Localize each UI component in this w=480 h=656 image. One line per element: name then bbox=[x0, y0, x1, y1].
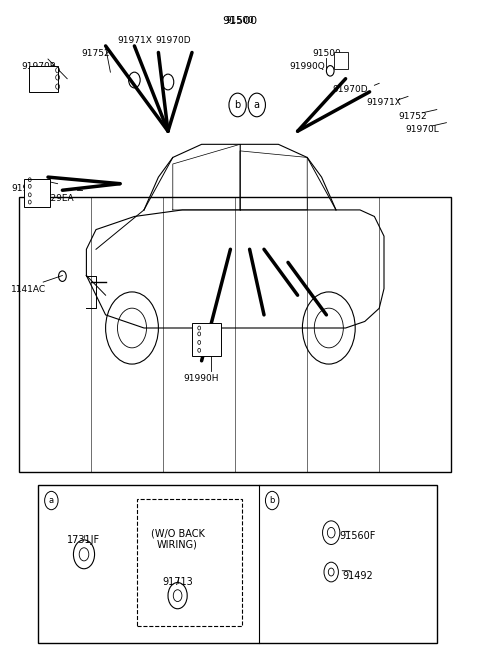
Text: (W/O BACK
WIRING): (W/O BACK WIRING) bbox=[151, 528, 204, 550]
Text: 91970L: 91970L bbox=[406, 125, 439, 134]
FancyBboxPatch shape bbox=[334, 52, 348, 69]
Text: 91500: 91500 bbox=[222, 16, 258, 26]
FancyBboxPatch shape bbox=[29, 66, 58, 92]
FancyBboxPatch shape bbox=[24, 179, 50, 207]
Text: 91713: 91713 bbox=[162, 577, 193, 587]
Text: 91971X: 91971X bbox=[367, 98, 401, 108]
Text: 91560F: 91560F bbox=[339, 531, 376, 541]
Text: b: b bbox=[234, 100, 241, 110]
Bar bbox=[19, 197, 451, 472]
Text: 91990H: 91990H bbox=[184, 374, 219, 383]
Text: 91971X: 91971X bbox=[117, 36, 152, 45]
Text: a: a bbox=[254, 100, 260, 110]
Text: 91970D: 91970D bbox=[155, 36, 191, 45]
Bar bbox=[38, 485, 437, 643]
Text: a: a bbox=[49, 496, 54, 505]
Text: 1129EA: 1129EA bbox=[40, 194, 75, 203]
Text: 91500: 91500 bbox=[312, 49, 341, 58]
Text: 91752: 91752 bbox=[82, 49, 110, 58]
FancyBboxPatch shape bbox=[192, 323, 221, 356]
Text: b: b bbox=[269, 496, 275, 505]
Text: 91970R: 91970R bbox=[21, 62, 56, 72]
Text: 91492: 91492 bbox=[342, 571, 373, 581]
Text: 1141AC: 1141AC bbox=[11, 285, 47, 295]
Text: 91990K: 91990K bbox=[12, 184, 46, 193]
Text: 91990Q: 91990Q bbox=[289, 62, 325, 72]
Text: 91500: 91500 bbox=[226, 16, 254, 26]
Bar bbox=[137, 499, 242, 626]
Text: 1731JF: 1731JF bbox=[67, 535, 101, 544]
Text: 91970D: 91970D bbox=[333, 85, 368, 94]
Text: 91752: 91752 bbox=[398, 112, 427, 121]
